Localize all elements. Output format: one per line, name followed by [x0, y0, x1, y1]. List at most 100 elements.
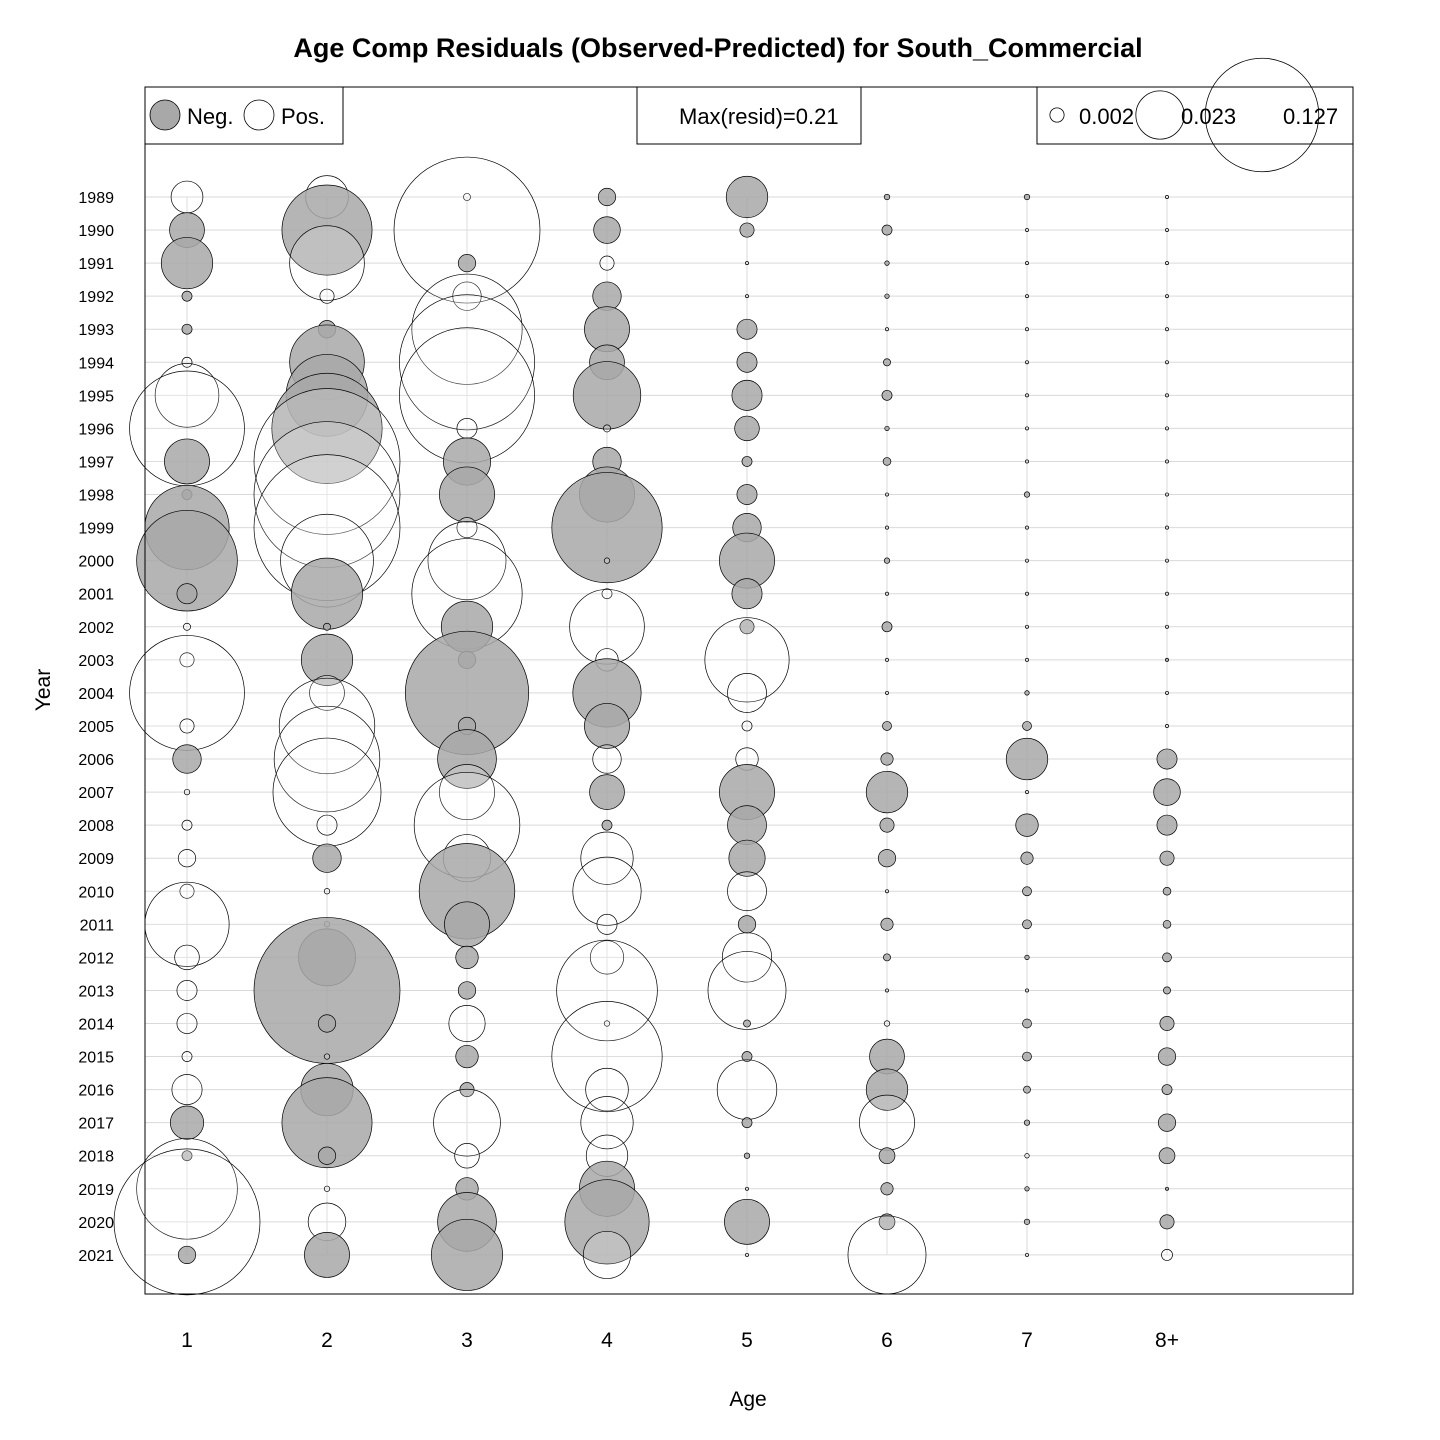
residual-bubble — [437, 729, 497, 789]
residual-bubble — [724, 1198, 770, 1245]
residual-bubble — [737, 915, 757, 934]
legend-size-circle — [1049, 107, 1065, 123]
residual-bubble — [884, 260, 890, 266]
residual-bubble — [564, 1179, 650, 1265]
chart-title: Age Comp Residuals (Observed-Predicted) … — [293, 33, 1142, 63]
residual-bubble — [431, 1218, 503, 1291]
y-tick-label: 1989 — [78, 190, 114, 207]
residual-bubble — [716, 1059, 778, 1120]
residual-bubble — [1165, 724, 1169, 728]
y-tick-label: 2001 — [78, 587, 114, 604]
residual-bubble — [881, 224, 893, 236]
residual-bubble — [736, 351, 758, 373]
residual-bubble — [179, 883, 195, 899]
residual-bubble — [745, 261, 749, 266]
residual-bubble — [731, 379, 763, 411]
residual-bubble — [1022, 1018, 1032, 1029]
residual-bubble — [164, 438, 210, 485]
residual-bubble — [556, 939, 658, 1042]
residual-bubble — [1165, 558, 1169, 563]
y-tick-label: 2021 — [78, 1248, 114, 1265]
residual-bubble — [174, 944, 200, 971]
residual-bubble — [427, 521, 507, 601]
x-tick-label: 4 — [601, 1329, 613, 1352]
residual-bubble — [1165, 459, 1169, 464]
legend-size-label: 0.023 — [1181, 104, 1236, 129]
residual-bubble — [1165, 360, 1169, 365]
y-tick-label: 2011 — [80, 917, 115, 934]
residual-bubble — [1025, 228, 1029, 233]
residual-bubble — [176, 980, 198, 1001]
residual-bubble — [885, 889, 889, 894]
residual-bubble — [583, 1230, 631, 1279]
residual-bubble — [1025, 657, 1029, 662]
legend-size-box — [1036, 86, 1354, 145]
y-tick-label: 2013 — [78, 983, 114, 1000]
residual-bubble — [597, 187, 617, 207]
residual-bubble — [1159, 1214, 1175, 1230]
residual-bubble — [1165, 1186, 1169, 1191]
legend-size: 0.002 0.023 0.127 — [1036, 57, 1354, 173]
residual-bubble — [411, 273, 523, 385]
y-tick-labels: 1989 1990 1991 1992 1993 1994 1995 1996 1997 1998… — [78, 190, 114, 1265]
residual-bubble — [1025, 327, 1029, 332]
residual-bubble — [1025, 525, 1029, 530]
residual-bubble — [741, 720, 753, 732]
residual-bubble — [176, 1013, 198, 1034]
y-tick-label: 2006 — [78, 752, 114, 769]
legend-neg-swatch — [149, 99, 181, 131]
residual-bubble — [580, 1096, 634, 1150]
residual-bubble — [323, 622, 331, 631]
residual-bubble — [580, 831, 634, 885]
residual-bubble — [745, 1186, 749, 1191]
residual-bubble — [304, 1232, 350, 1278]
y-tick-label: 2019 — [78, 1182, 114, 1199]
x-axis-label: Age — [729, 1388, 766, 1411]
residual-bubble — [1025, 426, 1029, 431]
residual-bubble — [885, 690, 889, 695]
residual-bubble — [439, 466, 495, 523]
residual-bubble — [136, 1138, 238, 1240]
residual-bubble — [171, 1074, 203, 1106]
residual-bubble — [885, 492, 889, 497]
residual-bubble — [271, 372, 383, 484]
legend-size-circle — [1135, 90, 1185, 140]
residual-bubble — [393, 156, 541, 304]
residual-bubble — [881, 389, 893, 401]
residual-bubble — [601, 819, 613, 831]
residual-bubble — [181, 356, 193, 368]
y-tick-label: 2000 — [78, 554, 114, 571]
residual-bubble — [884, 293, 890, 299]
x-tick-label: 2 — [321, 1329, 333, 1352]
residual-bubble — [281, 184, 373, 276]
x-tick-label: 8+ — [1155, 1329, 1179, 1352]
x-tick-label: 3 — [461, 1329, 473, 1352]
residual-bubble — [1005, 737, 1049, 781]
residual-bubble — [1025, 558, 1029, 563]
y-tick-label: 2002 — [78, 620, 114, 637]
residual-bubble — [1025, 624, 1029, 629]
residual-bubble — [160, 237, 214, 290]
residual-bubble — [1023, 1085, 1031, 1094]
y-tick-label: 2005 — [78, 719, 114, 736]
residual-bubble — [878, 1213, 896, 1231]
residual-bubble — [865, 1068, 909, 1111]
residual-bubble — [1165, 195, 1169, 199]
residual-bubble — [1023, 491, 1031, 498]
residual-bubble — [745, 294, 749, 299]
residual-bubble — [1025, 988, 1029, 993]
residual-bubble — [1023, 1218, 1031, 1225]
residual-bubble — [585, 1067, 629, 1112]
residual-bubble — [878, 1147, 896, 1165]
residual-bubble — [1022, 721, 1032, 731]
y-tick-label: 1997 — [78, 454, 114, 471]
residual-bubble — [1165, 228, 1169, 233]
y-tick-label: 2020 — [78, 1215, 114, 1232]
residual-bubble — [1159, 1016, 1175, 1031]
y-tick-label: 1991 — [78, 256, 114, 273]
residual-bubble — [707, 951, 787, 1030]
residual-bubble — [880, 917, 894, 931]
residual-bubble — [879, 817, 895, 833]
y-tick-label: 1990 — [78, 223, 114, 240]
